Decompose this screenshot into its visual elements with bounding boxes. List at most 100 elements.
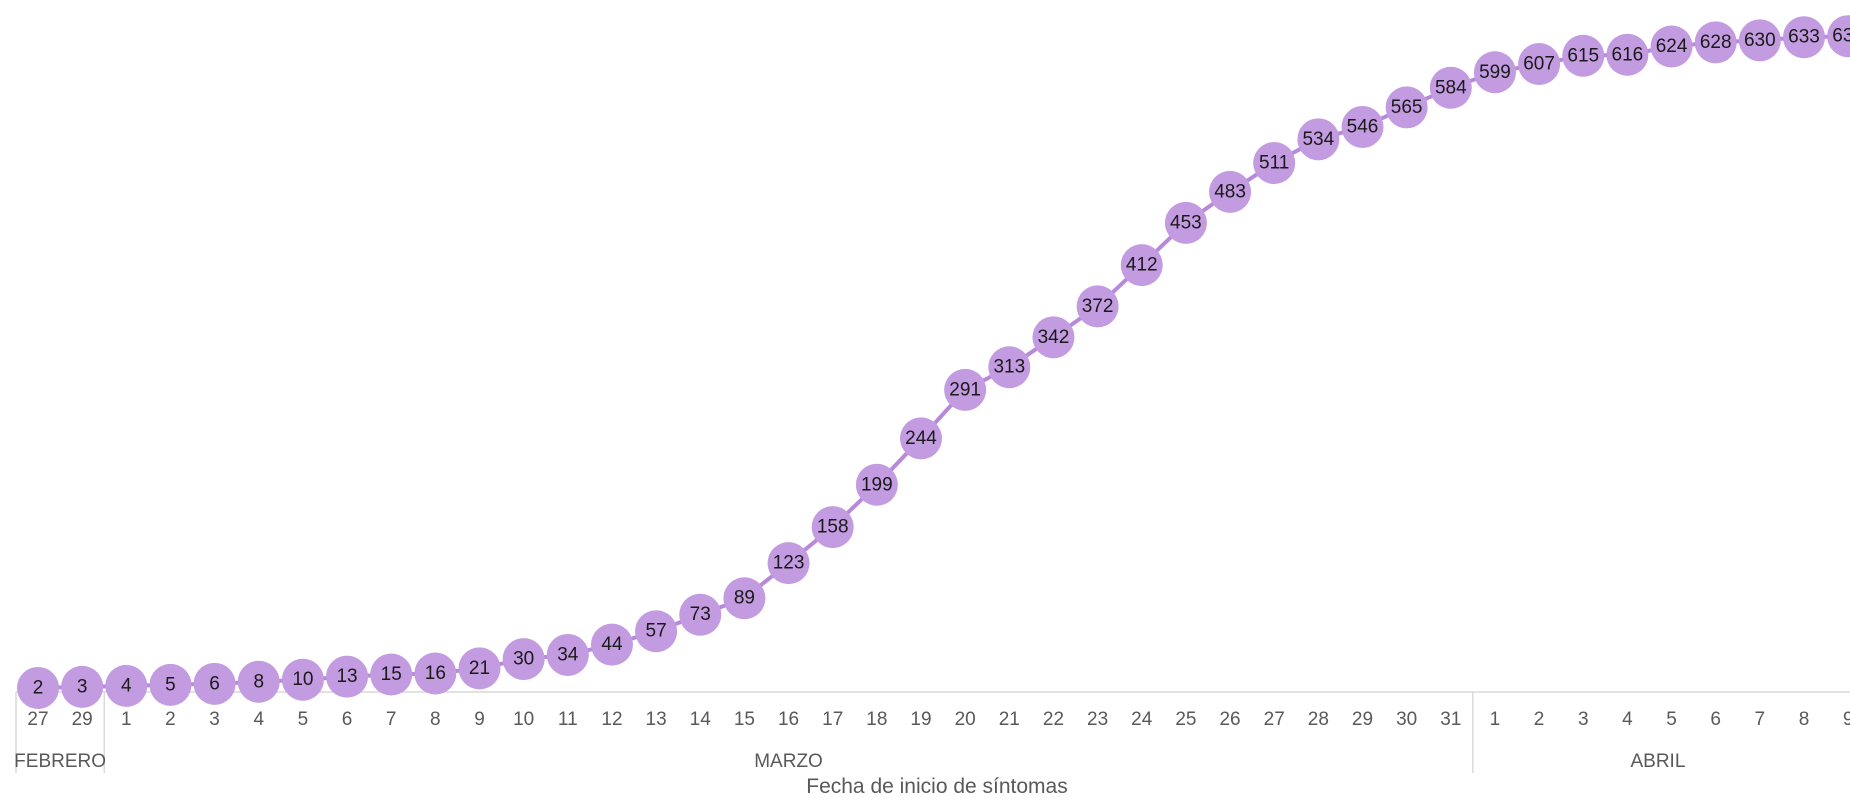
x-tick-label: 1	[121, 709, 132, 730]
data-point	[1738, 19, 1781, 62]
data-point	[1120, 244, 1163, 287]
x-tick-label: 9	[474, 709, 485, 730]
data-label: 616	[1612, 44, 1644, 65]
x-tick-label: 4	[253, 709, 264, 730]
x-axis-title: Fecha de inicio de síntomas	[806, 775, 1067, 798]
data-point	[370, 653, 413, 696]
data-point	[635, 610, 678, 653]
data-label: 630	[1744, 30, 1776, 51]
data-label: 546	[1347, 116, 1379, 137]
x-tick-label: 12	[601, 709, 622, 730]
x-tick-label: 21	[999, 709, 1020, 730]
x-tick-label: 13	[646, 709, 667, 730]
data-label: 313	[993, 357, 1025, 378]
data-label: 634	[1832, 26, 1850, 47]
data-point	[1473, 51, 1516, 94]
x-tick-label: 30	[1396, 709, 1417, 730]
data-label: 453	[1170, 212, 1202, 233]
x-tick-label: 28	[1308, 709, 1329, 730]
x-tick-label: 4	[1622, 709, 1633, 730]
x-tick-label: 3	[1578, 709, 1589, 730]
data-point	[281, 658, 324, 701]
data-point	[1429, 66, 1472, 109]
data-label: 599	[1479, 62, 1511, 83]
data-point	[546, 633, 589, 676]
x-tick-label: 29	[72, 709, 93, 730]
data-point	[1827, 15, 1850, 58]
data-point	[1694, 21, 1737, 64]
x-axis: 27 29 1 2 3 4 5 6 7 8 9 10 11 12 13 14 15 16 17 18 19 20 21 22 2…	[14, 691, 1850, 773]
data-label: 624	[1656, 36, 1688, 57]
data-point	[149, 663, 192, 706]
data-label: 565	[1391, 97, 1423, 118]
x-tick-label: 8	[430, 709, 441, 730]
x-tick-label: 27	[27, 709, 48, 730]
data-point	[1341, 105, 1384, 148]
data-point	[988, 346, 1031, 389]
x-tick-label: 14	[690, 709, 712, 730]
data-label: 534	[1302, 129, 1334, 150]
x-tick-label: 9	[1843, 709, 1850, 730]
data-point	[17, 666, 59, 709]
x-tick-label: 5	[1666, 709, 1677, 730]
month-label: FEBRERO	[14, 751, 106, 772]
data-point	[767, 542, 810, 585]
x-tick-label: 22	[1043, 709, 1064, 730]
data-label: 412	[1126, 255, 1158, 276]
data-label: 607	[1523, 54, 1555, 75]
x-tick-label: 24	[1131, 709, 1153, 730]
data-label: 15	[381, 664, 402, 685]
data-point	[1164, 201, 1207, 244]
data-point	[193, 662, 236, 705]
x-tick-label: 31	[1440, 709, 1461, 730]
data-point	[900, 417, 942, 460]
x-tick-label: 18	[866, 709, 887, 730]
data-point	[1606, 33, 1649, 76]
data-point	[1032, 316, 1075, 359]
data-label: 10	[292, 669, 313, 690]
data-label: 57	[646, 621, 667, 642]
data-label: 244	[905, 428, 937, 449]
data-label: 8	[253, 671, 264, 692]
data-label: 30	[513, 649, 534, 670]
data-label: 3	[77, 676, 88, 697]
data-point	[590, 623, 633, 666]
x-tick-label: 6	[342, 709, 353, 730]
data-label: 44	[601, 634, 623, 655]
data-points: 2 3 4 5 6 8 10 13 15 16 21 30 34 44577389123158199244…	[17, 15, 1850, 709]
data-point	[326, 655, 369, 698]
data-label: 511	[1259, 153, 1289, 174]
data-label: 199	[861, 474, 893, 495]
data-label: 123	[773, 553, 805, 574]
data-point	[1076, 285, 1119, 328]
x-tick-label: 3	[209, 709, 220, 730]
data-label: 372	[1082, 296, 1114, 317]
data-label: 89	[734, 588, 755, 609]
x-tick-label: 2	[165, 709, 176, 730]
data-label: 21	[469, 658, 490, 679]
x-tick-label: 17	[822, 709, 843, 730]
x-tick-label: 25	[1175, 709, 1196, 730]
data-point	[1518, 43, 1561, 86]
data-point	[944, 368, 987, 411]
x-tick-label: 23	[1087, 709, 1108, 730]
data-point	[1650, 25, 1693, 68]
data-point	[502, 638, 545, 681]
data-point	[1209, 170, 1252, 213]
data-label: 5	[165, 674, 176, 695]
data-point	[458, 647, 501, 690]
data-label: 16	[425, 663, 446, 684]
x-tick-label: 27	[1264, 709, 1285, 730]
data-point	[679, 593, 722, 636]
data-point	[723, 577, 766, 620]
data-point	[105, 664, 148, 707]
data-label: 2	[33, 677, 44, 698]
data-label: 34	[557, 644, 579, 665]
data-point	[237, 660, 280, 703]
data-label: 73	[690, 604, 711, 625]
data-label: 483	[1214, 181, 1246, 202]
x-tick-label: 7	[1755, 709, 1766, 730]
data-label: 628	[1700, 32, 1732, 53]
data-label: 342	[1038, 327, 1070, 348]
